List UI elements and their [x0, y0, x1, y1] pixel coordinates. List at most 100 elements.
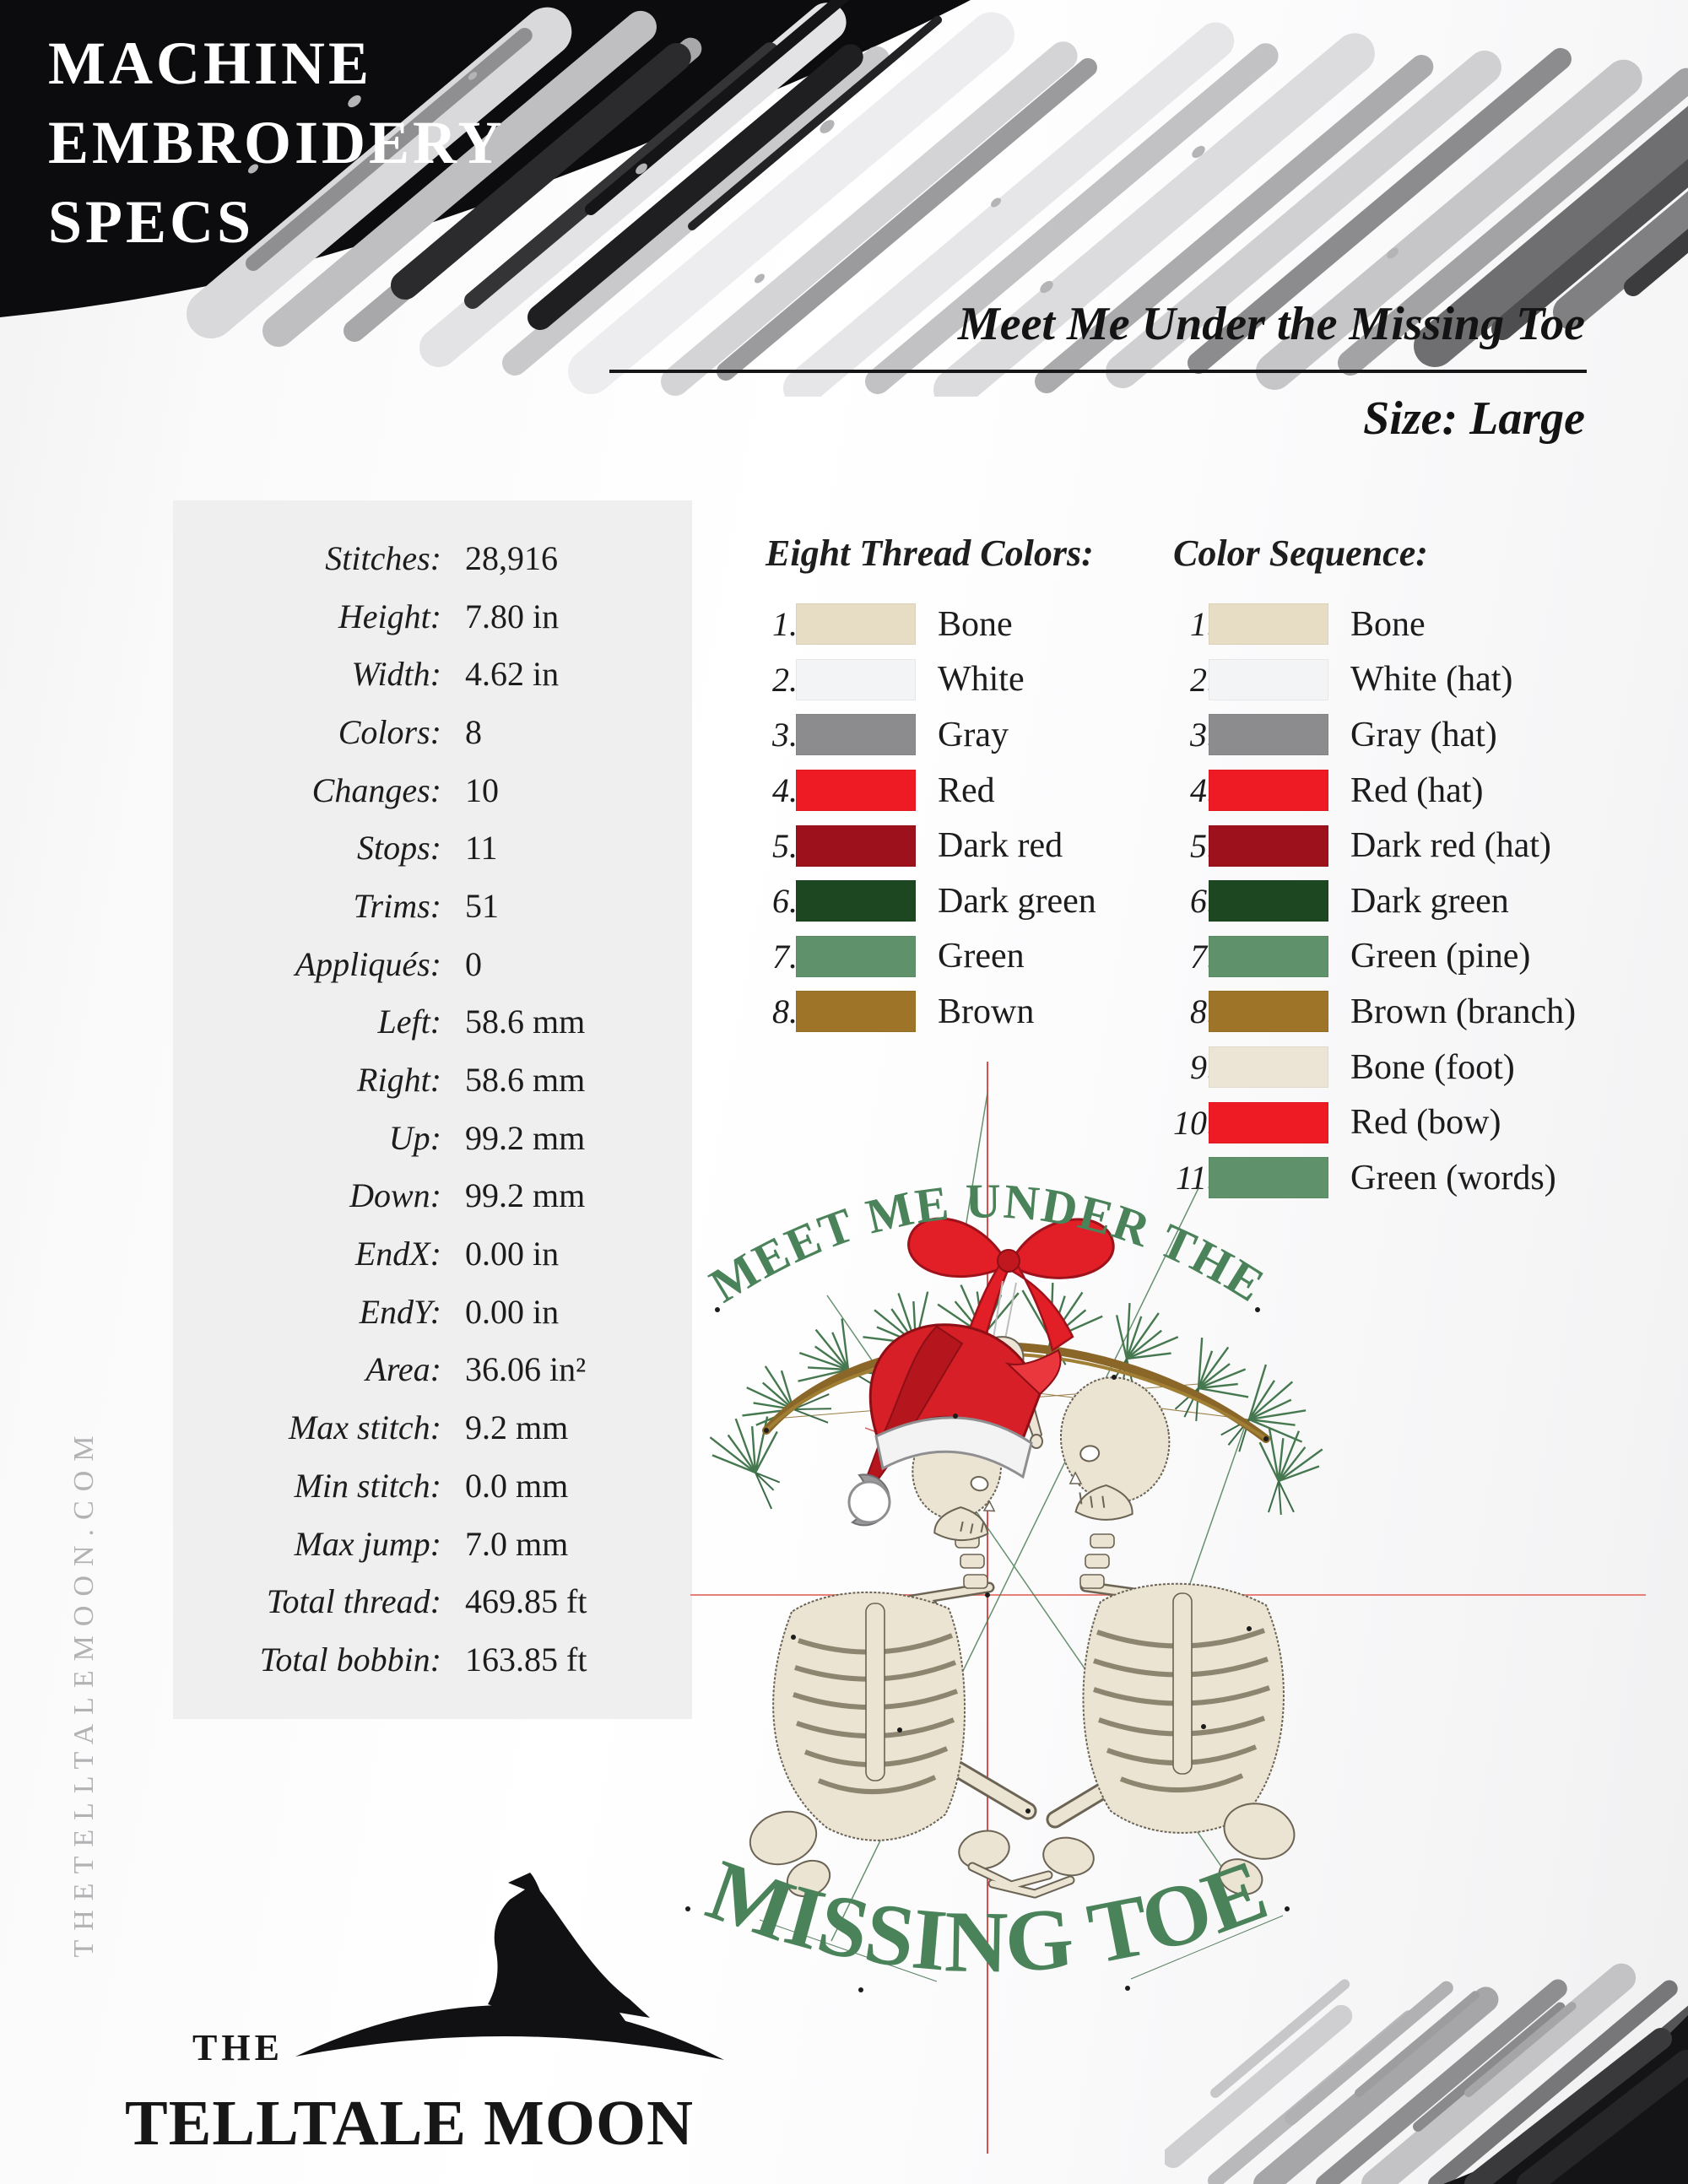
color-swatch — [1209, 1157, 1328, 1199]
color-swatch — [796, 880, 916, 922]
spec-label: Changes: — [311, 770, 441, 809]
color-number: 10. — [1173, 1103, 1215, 1142]
spec-value: 99.2 mm — [465, 1118, 586, 1157]
color-swatch — [1209, 603, 1328, 646]
spec-label: Area: — [365, 1350, 441, 1389]
color-swatch — [1209, 880, 1328, 922]
color-swatch — [796, 991, 916, 1033]
spec-value: 36.06 in² — [465, 1350, 587, 1389]
color-swatch — [796, 658, 916, 700]
spec-label: Left: — [377, 1003, 441, 1041]
spec-label: EndX: — [354, 1235, 441, 1273]
color-row: 6. Dark green — [760, 873, 1157, 929]
spec-label: Down: — [349, 1176, 441, 1215]
color-number: 8. — [772, 992, 798, 1031]
spec-label: Width: — [351, 655, 441, 694]
specs-panel: Stitches: 28,916 Height: 7.80 in Width: … — [173, 500, 692, 1719]
color-row: 7. Green — [760, 929, 1157, 985]
color-name: Dark red — [938, 826, 1063, 866]
spec-label: Max jump: — [294, 1524, 441, 1563]
color-name: Bone — [938, 604, 1013, 644]
color-row: 10. Red (bow) — [1168, 1095, 1674, 1150]
color-row: 4. Red — [760, 763, 1157, 819]
color-name: Dark red (hat) — [1350, 826, 1551, 866]
spec-row: Changes: 10 — [173, 761, 692, 819]
spec-row: Down: 99.2 mm — [173, 1167, 692, 1225]
spec-label: Total thread: — [266, 1582, 441, 1621]
color-number: 5. — [772, 826, 798, 865]
spec-row: Height: 7.80 in — [173, 587, 692, 646]
thread-colors-list: 1. Bone 2. White 3. Gray 4. Red 5. Dark … — [760, 597, 1157, 1040]
color-row: 4. Red (hat) — [1168, 763, 1674, 819]
spec-row: Colors: 8 — [173, 703, 692, 761]
raven-moon-icon — [295, 1873, 724, 2060]
spec-label: Colors: — [338, 712, 441, 751]
color-number: 2. — [772, 660, 798, 699]
color-name: White — [938, 660, 1025, 700]
color-sequence-list: 1. Bone 2. White (hat) 3. Gray (hat) 4. … — [1168, 597, 1674, 1206]
color-name: Bone (foot) — [1350, 1047, 1515, 1087]
color-name: Brown — [938, 992, 1035, 1031]
brand-logo: THE TELLTALE MOON — [118, 1861, 726, 2173]
footer-brush-art — [1165, 1963, 1688, 2184]
embroidery-preview: MEET ME UNDER THE MISSING TOE — [685, 1062, 1646, 2154]
color-row: 2. White — [760, 652, 1157, 708]
color-row: 1. Bone — [1168, 597, 1674, 652]
color-swatch — [1209, 1046, 1328, 1089]
spec-label: Stitches: — [325, 538, 441, 577]
color-row: 9. Bone (foot) — [1168, 1040, 1674, 1095]
color-number: 1. — [772, 605, 798, 644]
santa-hat-icon — [847, 1323, 1062, 1527]
spec-label: Height: — [338, 597, 441, 635]
logo-the: THE — [192, 2027, 284, 2068]
color-number: 6. — [772, 882, 798, 921]
color-row: 11. Green (words) — [1168, 1150, 1674, 1206]
color-name: Green — [938, 937, 1025, 976]
header-brush-art — [0, 0, 1688, 397]
color-swatch — [1209, 824, 1328, 867]
color-row: 7. Green (pine) — [1168, 929, 1674, 985]
thread-colors-heading: Eight Thread Colors: — [766, 532, 1094, 574]
color-swatch — [796, 824, 916, 867]
color-name: Brown (branch) — [1350, 992, 1577, 1031]
design-size: Size: Large — [1363, 392, 1585, 445]
clasped-hands — [958, 1830, 1095, 1899]
page-title: MACHINE EMBROIDERY SPECS — [48, 24, 506, 262]
spec-value: 469.85 ft — [465, 1582, 587, 1621]
color-swatch — [796, 935, 916, 977]
spec-label: Stops: — [357, 829, 441, 868]
spec-row: Left: 58.6 mm — [173, 993, 692, 1051]
page-title-line-2: EMBROIDERY — [48, 109, 506, 176]
spec-row: Stitches: 28,916 — [173, 529, 692, 587]
spec-value: 28,916 — [465, 538, 558, 577]
page-title-line-3: SPECS — [48, 188, 255, 256]
color-row: 1. Bone — [760, 597, 1157, 652]
color-name: Bone — [1350, 604, 1426, 644]
spec-value: 58.6 mm — [465, 1003, 586, 1041]
color-row: 5. Dark red — [760, 818, 1157, 873]
color-name: Dark green — [938, 881, 1096, 921]
spec-row: EndY: 0.00 in — [173, 1283, 692, 1341]
spec-row: Stops: 11 — [173, 819, 692, 877]
design-title: Meet Me Under the Missing Toe — [957, 298, 1585, 350]
color-swatch — [1209, 658, 1328, 700]
color-name: Red (bow) — [1350, 1103, 1501, 1143]
color-row: 6. Dark green — [1168, 873, 1674, 929]
spec-value: 0 — [465, 944, 482, 983]
title-divider — [609, 370, 1587, 373]
header-streaks — [187, 0, 1688, 397]
spec-value: 51 — [465, 886, 499, 925]
color-number: 3. — [772, 716, 798, 754]
spec-row: Right: 58.6 mm — [173, 1051, 692, 1109]
left-ribcage — [772, 1591, 966, 1841]
spec-row: EndX: 0.00 in — [173, 1224, 692, 1283]
spec-value: 9.2 mm — [465, 1408, 569, 1447]
color-number: 7. — [772, 937, 798, 976]
page-title-line-1: MACHINE — [48, 30, 372, 97]
spec-value: 8 — [465, 712, 482, 751]
color-row: 5. Dark red (hat) — [1168, 818, 1674, 873]
footer-streaks — [1165, 1963, 1688, 2184]
spec-value: 11 — [465, 829, 498, 868]
color-name: White (hat) — [1350, 660, 1513, 700]
spec-value: 0.0 mm — [465, 1466, 569, 1505]
